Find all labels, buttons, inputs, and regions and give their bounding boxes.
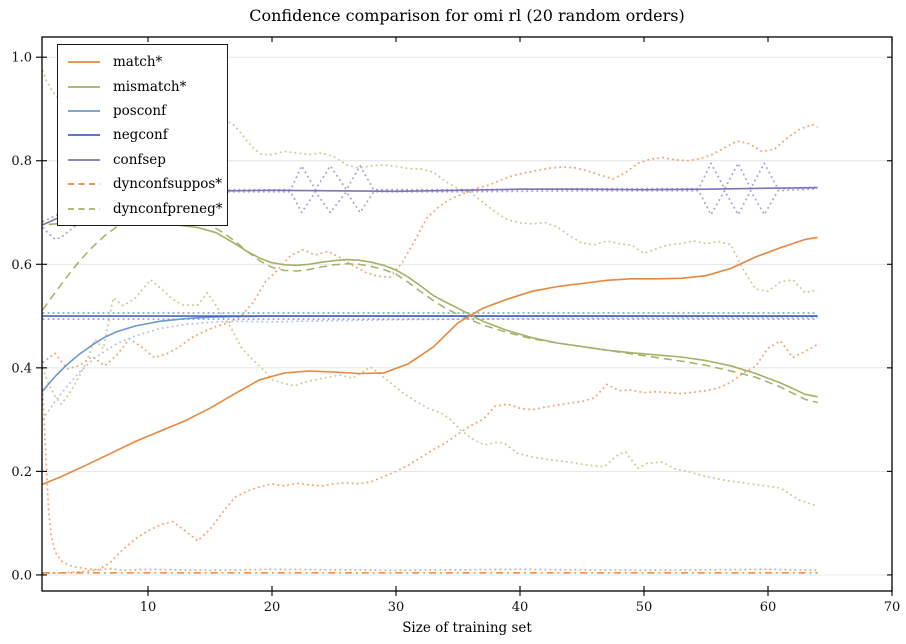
dynconfpreneg-line-sample-icon	[68, 207, 100, 210]
x-tick-label-30: 30	[388, 600, 405, 615]
mismatch-line-sample-icon	[68, 85, 100, 88]
x-tick-label-70: 70	[884, 600, 901, 615]
series-dynconfpreneg	[41, 205, 818, 404]
y-tick-label-0.4: 0.4	[11, 361, 32, 376]
series-confsep-band-lower	[41, 187, 818, 241]
series-match-band-lower	[42, 340, 819, 575]
legend-label-mismatch: mismatch*	[113, 78, 187, 95]
match-line-sample-icon	[68, 61, 100, 64]
confsep-line-sample-icon	[68, 158, 100, 161]
x-tick-label-20: 20	[264, 600, 281, 615]
y-tick-label-0.2: 0.2	[11, 465, 32, 480]
legend-label-posconf: posconf	[113, 102, 167, 119]
x-tick-label-50: 50	[636, 600, 653, 615]
y-tick-label-0.6: 0.6	[11, 258, 32, 273]
legend-entry-mismatch: mismatch*	[58, 74, 227, 98]
dynconfsuppos-line-sample-icon	[68, 183, 100, 185]
legend-label-match: match*	[113, 54, 163, 71]
legend-entry-confsep: confsep	[58, 148, 227, 172]
axes-spines	[41, 36, 893, 592]
legend-label-dynconfpreneg: dynconfpreneg*	[113, 200, 223, 217]
series-match-band-upper	[42, 123, 818, 370]
series-posconf	[41, 315, 818, 392]
posconf-line-sample-icon	[68, 110, 100, 112]
series-mismatch	[48, 220, 818, 398]
series-dynconfsuppos-band	[41, 388, 818, 572]
negconf-line-sample-icon	[68, 134, 100, 137]
legend-entry-dynconfsuppos: dynconfsuppos*	[58, 172, 227, 196]
legend-label-dynconfsuppos: dynconfsuppos*	[113, 176, 223, 193]
legend-entry-posconf: posconf	[58, 99, 227, 123]
y-tick-label-0.8: 0.8	[11, 154, 32, 169]
legend-entry-dynconfpreneg: dynconfpreneg*	[58, 196, 227, 220]
y-tick-label-1.0: 1.0	[11, 51, 32, 66]
chart-title: Confidence comparison for omi rl (20 ran…	[249, 6, 685, 25]
legend-label-negconf: negconf	[113, 127, 168, 144]
x-tick-label-60: 60	[760, 600, 777, 615]
x-tick-label-10: 10	[140, 600, 157, 615]
series-posconf-band-lower	[41, 316, 818, 421]
legend: match* mismatch* posconf negconf confsep dync…	[57, 44, 228, 226]
x-axis-label: Size of training set	[402, 620, 532, 636]
legend-entry-match: match*	[58, 50, 227, 74]
x-tick-label-40: 40	[512, 600, 529, 615]
y-tick-label-0.0: 0.0	[11, 568, 32, 583]
legend-label-confsep: confsep	[113, 151, 166, 168]
legend-entry-negconf: negconf	[58, 123, 227, 147]
series-match	[42, 236, 818, 486]
